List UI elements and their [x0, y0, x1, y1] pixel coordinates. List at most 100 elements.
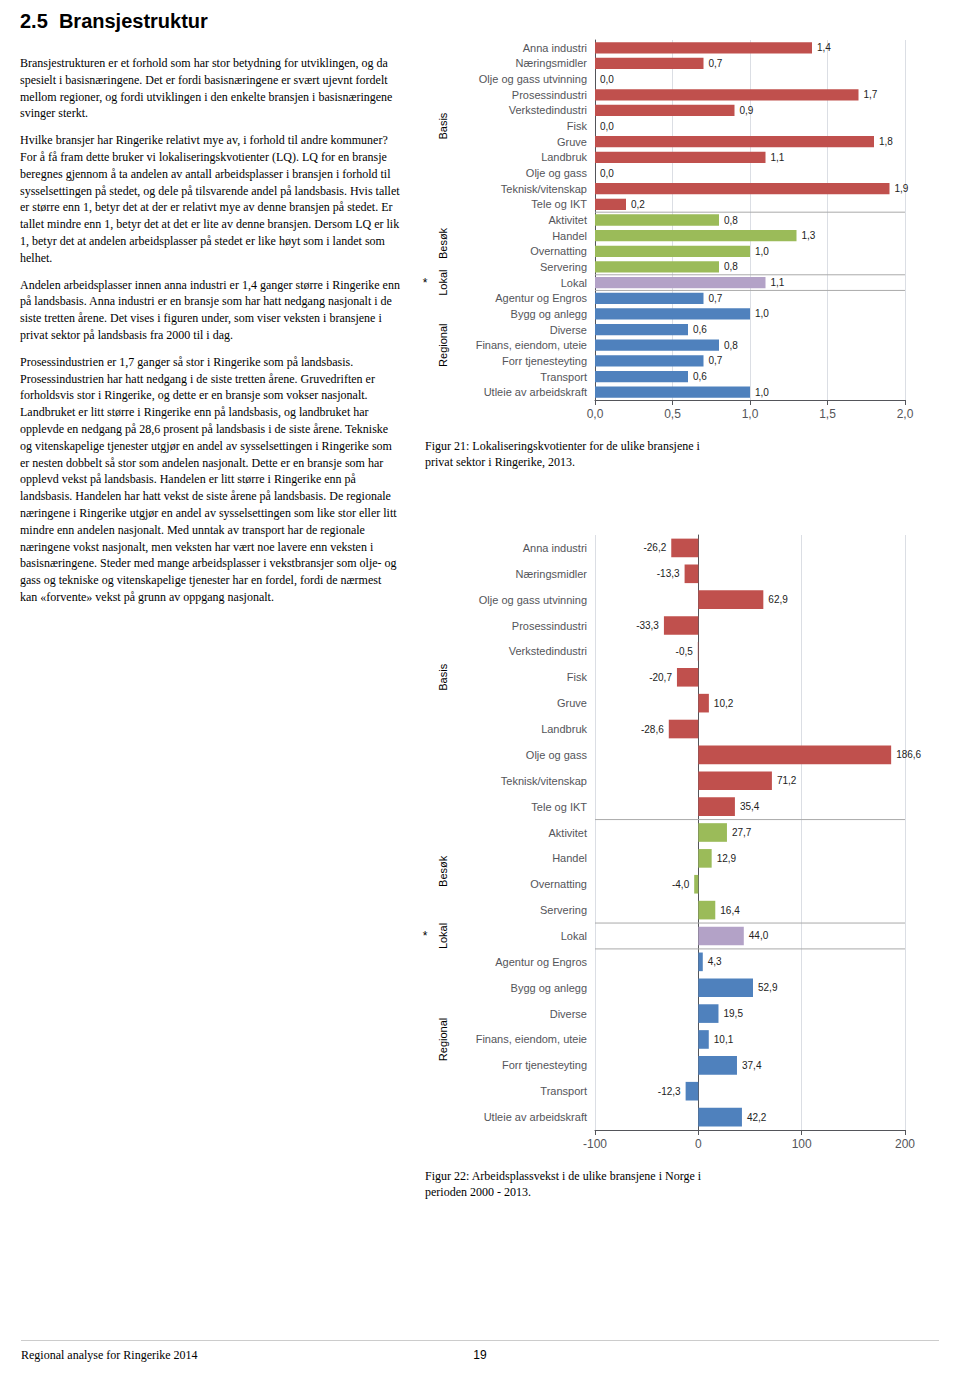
svg-text:Overnatting: Overnatting	[530, 878, 587, 890]
svg-text:Fisk: Fisk	[567, 120, 588, 132]
svg-text:1,4: 1,4	[817, 42, 831, 53]
svg-text:Servering: Servering	[540, 904, 587, 916]
svg-text:Teknisk/vitenskap: Teknisk/vitenskap	[501, 775, 587, 787]
svg-text:0,7: 0,7	[709, 293, 723, 304]
svg-text:Diverse: Diverse	[550, 1008, 587, 1020]
svg-text:0,8: 0,8	[724, 261, 738, 272]
svg-text:12,9: 12,9	[717, 853, 737, 864]
svg-text:-20,7: -20,7	[649, 672, 672, 683]
svg-text:Regional: Regional	[437, 324, 449, 367]
svg-text:0,8: 0,8	[724, 215, 738, 226]
svg-text:Tele og IKT: Tele og IKT	[531, 801, 587, 813]
svg-text:0,7: 0,7	[709, 355, 723, 366]
svg-text:Transport: Transport	[540, 1085, 587, 1097]
svg-text:0,2: 0,2	[631, 199, 645, 210]
svg-text:-33,3: -33,3	[636, 620, 659, 631]
svg-text:Lokal: Lokal	[437, 923, 449, 949]
svg-text:100: 100	[792, 1137, 812, 1151]
svg-text:Lokal: Lokal	[561, 277, 587, 289]
svg-text:Olje og gass: Olje og gass	[526, 749, 588, 761]
svg-text:Verkstedindustri: Verkstedindustri	[509, 645, 587, 657]
svg-text:0,0: 0,0	[600, 74, 614, 85]
svg-text:-26,2: -26,2	[643, 542, 666, 553]
svg-text:1,8: 1,8	[879, 136, 893, 147]
svg-text:10,1: 10,1	[714, 1034, 734, 1045]
svg-text:0,7: 0,7	[709, 58, 723, 69]
svg-text:-0,5: -0,5	[676, 646, 694, 657]
svg-text:Forr tjenesteyting: Forr tjenesteyting	[502, 355, 587, 367]
svg-text:0,0: 0,0	[600, 121, 614, 132]
svg-text:10,2: 10,2	[714, 698, 734, 709]
svg-text:Olje og gass: Olje og gass	[526, 167, 588, 179]
svg-text:Prosessindustri: Prosessindustri	[512, 620, 587, 632]
svg-text:Utleie av arbeidskraft: Utleie av arbeidskraft	[484, 1111, 587, 1123]
svg-text:Agentur og Engros: Agentur og Engros	[495, 956, 587, 968]
svg-text:0,9: 0,9	[740, 105, 754, 116]
svg-text:Diverse: Diverse	[550, 324, 587, 336]
svg-text:Gruve: Gruve	[557, 136, 587, 148]
svg-text:44,0: 44,0	[749, 930, 769, 941]
svg-text:Lokal: Lokal	[561, 930, 587, 942]
svg-text:Fisk: Fisk	[567, 671, 588, 683]
svg-text:Handel: Handel	[552, 230, 587, 242]
svg-text:Gruve: Gruve	[557, 697, 587, 709]
svg-text:Agentur og Engros: Agentur og Engros	[495, 292, 587, 304]
svg-text:0,8: 0,8	[724, 340, 738, 351]
svg-text:Handel: Handel	[552, 852, 587, 864]
svg-text:186,6: 186,6	[896, 749, 921, 760]
svg-text:Regional: Regional	[437, 1018, 449, 1061]
svg-text:19,5: 19,5	[723, 1008, 743, 1019]
svg-text:Finans, eiendom, uteie: Finans, eiendom, uteie	[476, 339, 587, 351]
svg-text:Servering: Servering	[540, 261, 587, 273]
svg-text:Finans, eiendom, uteie: Finans, eiendom, uteie	[476, 1033, 587, 1045]
svg-text:1,9: 1,9	[895, 183, 909, 194]
svg-text:Forr tjenesteyting: Forr tjenesteyting	[502, 1059, 587, 1071]
svg-text:Prosessindustri: Prosessindustri	[512, 89, 587, 101]
svg-text:Verkstedindustri: Verkstedindustri	[509, 104, 587, 116]
svg-text:1,5: 1,5	[819, 407, 836, 421]
svg-text:Tele og IKT: Tele og IKT	[531, 198, 587, 210]
svg-text:1,0: 1,0	[755, 387, 769, 398]
svg-text:0: 0	[695, 1137, 702, 1151]
svg-text:0,0: 0,0	[600, 168, 614, 179]
svg-text:200: 200	[895, 1137, 915, 1151]
svg-text:1,0: 1,0	[755, 308, 769, 319]
svg-text:Lokal: Lokal	[437, 269, 449, 295]
svg-text:Basis: Basis	[437, 112, 449, 139]
svg-text:0,0: 0,0	[587, 407, 604, 421]
svg-text:0,6: 0,6	[693, 324, 707, 335]
svg-text:Transport: Transport	[540, 371, 587, 383]
svg-text:2,0: 2,0	[897, 407, 914, 421]
svg-text:-28,6: -28,6	[641, 724, 664, 735]
svg-text:-100: -100	[583, 1137, 607, 1151]
svg-text:Olje og gass utvinning: Olje og gass utvinning	[479, 73, 587, 85]
svg-text:*: *	[423, 929, 428, 943]
svg-text:62,9: 62,9	[768, 594, 788, 605]
svg-text:37,4: 37,4	[742, 1060, 762, 1071]
svg-text:1,1: 1,1	[771, 277, 785, 288]
svg-text:Anna industri: Anna industri	[523, 542, 587, 554]
svg-text:Overnatting: Overnatting	[530, 245, 587, 257]
svg-text:0,5: 0,5	[664, 407, 681, 421]
svg-text:Landbruk: Landbruk	[541, 723, 587, 735]
svg-text:1,0: 1,0	[742, 407, 759, 421]
svg-text:Næringsmidler: Næringsmidler	[515, 568, 587, 580]
svg-text:Aktivitet: Aktivitet	[548, 214, 587, 226]
svg-text:Basis: Basis	[437, 663, 449, 690]
svg-text:Utleie av arbeidskraft: Utleie av arbeidskraft	[484, 386, 587, 398]
svg-text:71,2: 71,2	[777, 775, 797, 786]
svg-text:Landbruk: Landbruk	[541, 151, 587, 163]
svg-text:35,4: 35,4	[740, 801, 760, 812]
svg-text:-12,3: -12,3	[658, 1086, 681, 1097]
svg-text:-4,0: -4,0	[672, 879, 690, 890]
svg-text:Aktivitet: Aktivitet	[548, 827, 587, 839]
svg-text:Næringsmidler: Næringsmidler	[515, 57, 587, 69]
svg-text:4,3: 4,3	[708, 956, 722, 967]
svg-text:-13,3: -13,3	[657, 568, 680, 579]
svg-text:1,0: 1,0	[755, 246, 769, 257]
svg-text:Bygg og anlegg: Bygg og anlegg	[511, 982, 587, 994]
svg-text:1,1: 1,1	[771, 152, 785, 163]
svg-text:Anna industri: Anna industri	[523, 42, 587, 54]
svg-text:Teknisk/vitenskap: Teknisk/vitenskap	[501, 183, 587, 195]
svg-text:27,7: 27,7	[732, 827, 752, 838]
